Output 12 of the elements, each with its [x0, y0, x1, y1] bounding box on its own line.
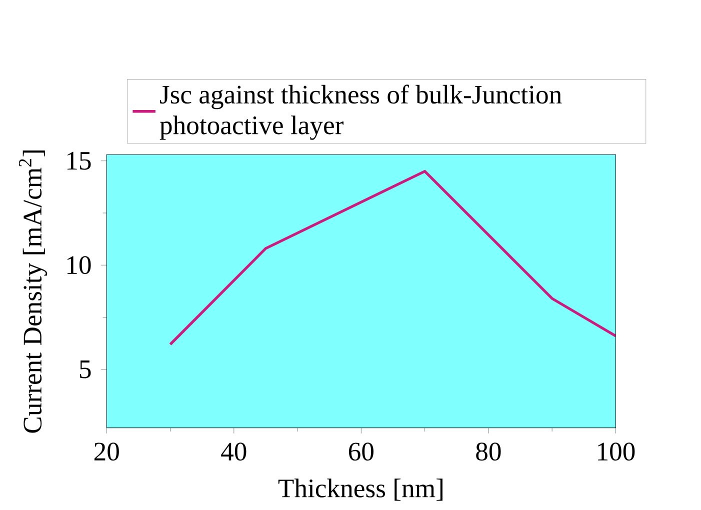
x-tick-label: 80 [476, 442, 501, 460]
x-axis-title: Thickness [nm] [278, 478, 442, 501]
legend-label: Jsc against thickness of bulk-Junction photoactive layer [160, 84, 562, 140]
y-axis-title: Current Density [mA/cm$^{2}$] [18, 150, 48, 433]
y-tick-label: 10 [67, 256, 91, 274]
x-tick-label: 20 [94, 442, 119, 460]
x-tick-label: 40 [221, 442, 246, 460]
y-tick-label: 5 [80, 360, 91, 378]
x-tick-label: 60 [348, 442, 374, 460]
line-series [168, 170, 616, 346]
y-tick-label: 15 [67, 152, 91, 170]
x-tick-label: 100 [598, 442, 635, 460]
